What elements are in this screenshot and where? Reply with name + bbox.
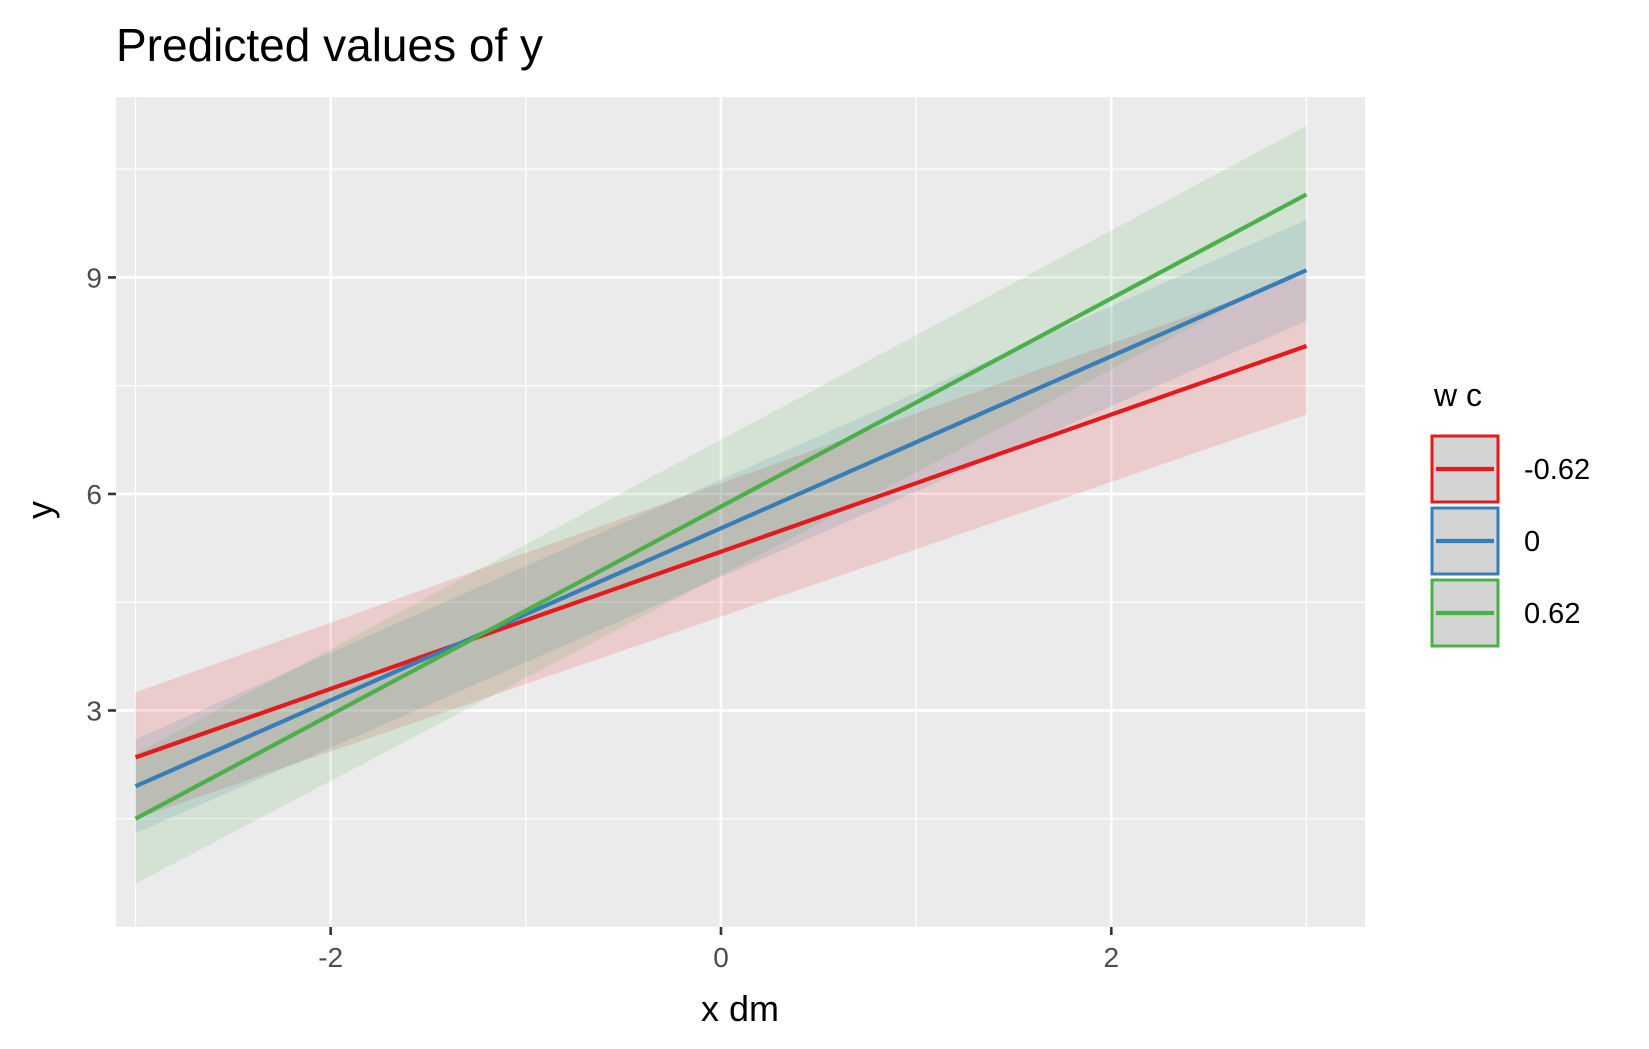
legend: w c -0.62 0 0.62 <box>1430 377 1590 648</box>
plot-panel <box>116 97 1365 927</box>
prediction-lines <box>134 192 1308 821</box>
legend-label: 0.62 <box>1524 598 1580 630</box>
y-axis-title: y <box>19 501 60 519</box>
legend-label: 0 <box>1524 526 1540 558</box>
x-tick-label: 2 <box>1104 942 1120 973</box>
y-tick-label: 9 <box>86 262 102 293</box>
series-line <box>134 344 1308 760</box>
y-tick-label: 6 <box>86 479 102 510</box>
legend-keys: -0.62 0 0.62 <box>1430 434 1590 648</box>
confidence-band <box>135 273 1307 819</box>
grid-minor <box>116 97 1365 927</box>
chart-title: Predicted values of y <box>116 19 543 71</box>
x-tick-label: 0 <box>713 942 729 973</box>
legend-title: w c <box>1433 377 1482 413</box>
grid-major <box>116 97 1365 927</box>
legend-label: -0.62 <box>1524 454 1590 486</box>
x-tick-label: -2 <box>318 942 343 973</box>
y-tick-label: 3 <box>86 695 102 726</box>
x-axis: -2 0 2 <box>318 927 1119 973</box>
series-line <box>134 192 1308 821</box>
y-axis: 3 6 9 <box>86 262 116 726</box>
x-axis-title: x dm <box>701 988 779 1029</box>
series-line <box>134 268 1308 789</box>
